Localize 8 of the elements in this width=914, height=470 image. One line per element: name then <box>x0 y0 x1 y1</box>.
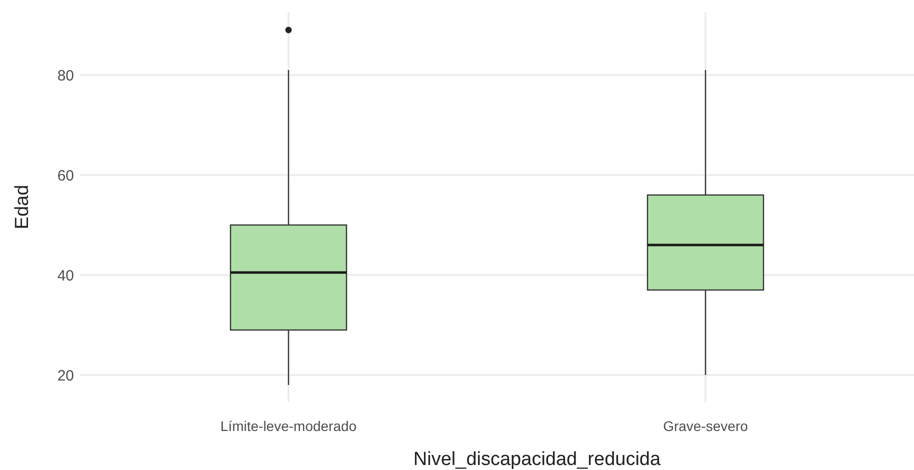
y-tick-label: 60 <box>57 167 74 184</box>
x-axis-title: Nivel_discapacidad_reducida <box>413 449 662 470</box>
y-tick-label: 20 <box>57 367 74 384</box>
x-tick-label: Límite-leve-moderado <box>220 418 357 434</box>
y-axis-title: Edad <box>12 184 33 230</box>
y-tick-label: 80 <box>57 67 74 84</box>
x-tick-label: Grave-severo <box>663 418 748 434</box>
y-tick-label: 40 <box>57 267 74 284</box>
